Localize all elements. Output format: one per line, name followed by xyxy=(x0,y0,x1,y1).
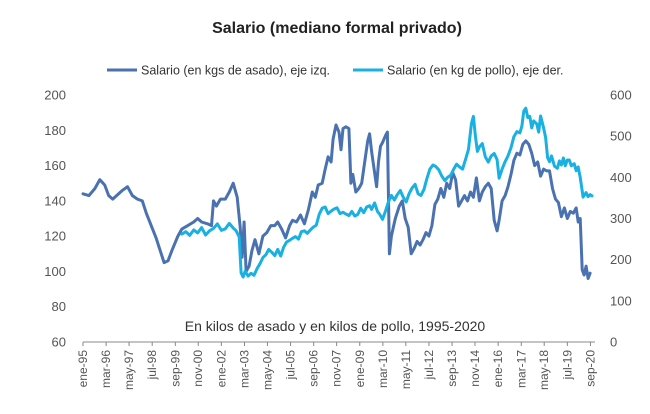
legend-label-asado: Salario (en kgs de asado), eje izq. xyxy=(141,64,330,78)
x-axis: ene-95 mar-96 may-97 jul-98 sep-99 nov-00 ene-… xyxy=(76,342,597,390)
left-tick-label: 160 xyxy=(44,158,66,173)
x-tick-label: jul-05 xyxy=(284,350,298,381)
left-tick-label: 120 xyxy=(44,229,66,244)
left-tick-label: 180 xyxy=(44,123,66,138)
right-tick-label: 100 xyxy=(610,293,632,308)
x-tick-label: nov-00 xyxy=(191,350,205,387)
series-layer xyxy=(81,106,594,280)
left-tick-label: 60 xyxy=(52,335,66,350)
right-tick-label: 600 xyxy=(610,88,632,103)
x-tick-label: may-97 xyxy=(122,350,136,390)
x-tick-label: ene-16 xyxy=(491,350,505,388)
chart-subtitle: En kilos de asado y en kilos de pollo, 1… xyxy=(185,318,486,334)
series-line-pollo xyxy=(180,106,594,279)
x-tick-label: may-11 xyxy=(399,350,413,389)
right-tick-label: 200 xyxy=(610,252,632,267)
right-tick-label: 300 xyxy=(610,211,632,226)
left-axis: 60 80 100 120 140 160 180 200 xyxy=(44,88,66,350)
left-tick-label: 200 xyxy=(44,88,66,103)
x-tick-label: may-04 xyxy=(260,350,274,390)
x-tick-label: nov-07 xyxy=(330,350,344,387)
x-tick-label: sep-99 xyxy=(168,350,182,387)
x-tick-label: ene-09 xyxy=(353,350,367,388)
chart-title: Salario (mediano formal privado) xyxy=(212,20,462,37)
x-tick-label: sep-13 xyxy=(445,350,459,387)
right-axis: 0 100 200 300 400 500 600 xyxy=(610,88,632,350)
x-tick-label: nov-14 xyxy=(468,350,482,387)
left-tick-label: 100 xyxy=(44,264,66,279)
x-tick-label: jul-98 xyxy=(145,350,159,381)
x-tick-label: mar-10 xyxy=(376,350,390,388)
legend: Salario (en kgs de asado), eje izq. Sala… xyxy=(107,64,564,78)
x-tick-label: mar-17 xyxy=(514,350,528,388)
series-line-asado xyxy=(81,123,592,280)
x-tick-label: sep-20 xyxy=(583,350,597,387)
x-tick-label: mar-96 xyxy=(99,350,113,388)
right-tick-label: 400 xyxy=(610,170,632,185)
x-tick-label: jul-12 xyxy=(422,350,436,381)
x-tick-label: mar-03 xyxy=(238,350,252,388)
x-tick-label: may-18 xyxy=(537,350,551,390)
right-tick-label: 500 xyxy=(610,129,632,144)
right-tick-label: 0 xyxy=(610,335,617,350)
left-tick-label: 80 xyxy=(52,299,66,314)
left-tick-label: 140 xyxy=(44,193,66,208)
legend-label-pollo: Salario (en kg de pollo), eje der. xyxy=(387,64,564,78)
x-tick-label: sep-06 xyxy=(307,350,321,387)
x-tick-label: ene-02 xyxy=(214,350,228,388)
x-tick-label: jul-19 xyxy=(560,350,574,381)
x-tick-label: ene-95 xyxy=(76,350,90,388)
